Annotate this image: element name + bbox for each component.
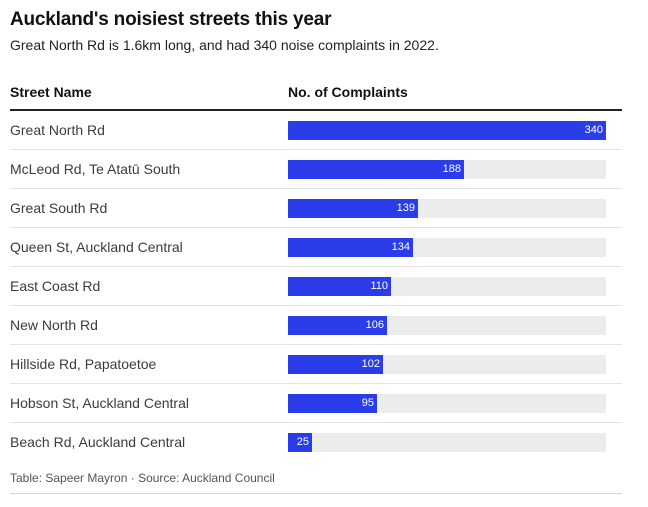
street-name: New North Rd: [10, 317, 98, 333]
table-header: Street Name No. of Complaints: [10, 76, 622, 111]
street-name: McLeod Rd, Te Atatū South: [10, 161, 181, 177]
table-row: East Coast Rd 110: [10, 267, 622, 306]
bar: 134: [288, 238, 413, 257]
bar-value-label: 102: [361, 358, 380, 370]
bar-value-label: 188: [442, 163, 461, 175]
table-row: Great North Rd 340: [10, 111, 622, 150]
bar-track: 102: [288, 355, 606, 374]
bar-track: 340: [288, 121, 606, 140]
column-header-complaints: No. of Complaints: [288, 84, 408, 100]
bar-value-label: 139: [396, 202, 415, 214]
table-row: McLeod Rd, Te Atatū South 188: [10, 150, 622, 189]
bar-track: 188: [288, 160, 606, 179]
street-name: Queen St, Auckland Central: [10, 239, 183, 255]
table-row: Beach Rd, Auckland Central 25: [10, 423, 622, 461]
bar-value-label: 25: [296, 436, 309, 448]
bar-track: 139: [288, 199, 606, 218]
table-row: New North Rd 106: [10, 306, 622, 345]
bar: 95: [288, 394, 377, 413]
bar-track: 106: [288, 316, 606, 335]
complaints-table: Street Name No. of Complaints Great Nort…: [10, 76, 622, 461]
bar-value-label: 134: [391, 241, 410, 253]
bar: 102: [288, 355, 383, 374]
table-row: Queen St, Auckland Central 134: [10, 228, 622, 267]
bar-track: 110: [288, 277, 606, 296]
bar-track: 134: [288, 238, 606, 257]
source-note: Table: Sapeer Mayron · Source: Auckland …: [10, 471, 275, 485]
bar-value-label: 95: [361, 397, 374, 409]
bar-track: 25: [288, 433, 606, 452]
table-row: Hobson St, Auckland Central 95: [10, 384, 622, 423]
bar-track: 95: [288, 394, 606, 413]
chart-subtitle: Great North Rd is 1.6km long, and had 34…: [10, 37, 439, 53]
street-name: Beach Rd, Auckland Central: [10, 434, 186, 450]
bar-value-label: 340: [584, 124, 603, 136]
bar-value-label: 110: [370, 280, 388, 292]
bar: 139: [288, 199, 418, 218]
bar: 106: [288, 316, 387, 335]
street-name: East Coast Rd: [10, 278, 101, 294]
street-name: Great South Rd: [10, 200, 108, 216]
street-name: Hillside Rd, Papatoetoe: [10, 356, 157, 372]
column-header-street: Street Name: [10, 84, 92, 100]
bar: 25: [288, 433, 312, 452]
bar: 110: [288, 277, 391, 296]
bar-value-label: 106: [365, 319, 384, 331]
street-name: Hobson St, Auckland Central: [10, 395, 189, 411]
bar: 188: [288, 160, 464, 179]
chart-title: Auckland's noisiest streets this year: [10, 9, 332, 30]
bottom-divider: [10, 493, 622, 494]
bar: 340: [288, 121, 606, 140]
table-row: Great South Rd 139: [10, 189, 622, 228]
street-name: Great North Rd: [10, 122, 105, 138]
table-body: Great North Rd 340 McLeod Rd, Te Atatū Sou…: [10, 111, 622, 461]
table-row: Hillside Rd, Papatoetoe 102: [10, 345, 622, 384]
